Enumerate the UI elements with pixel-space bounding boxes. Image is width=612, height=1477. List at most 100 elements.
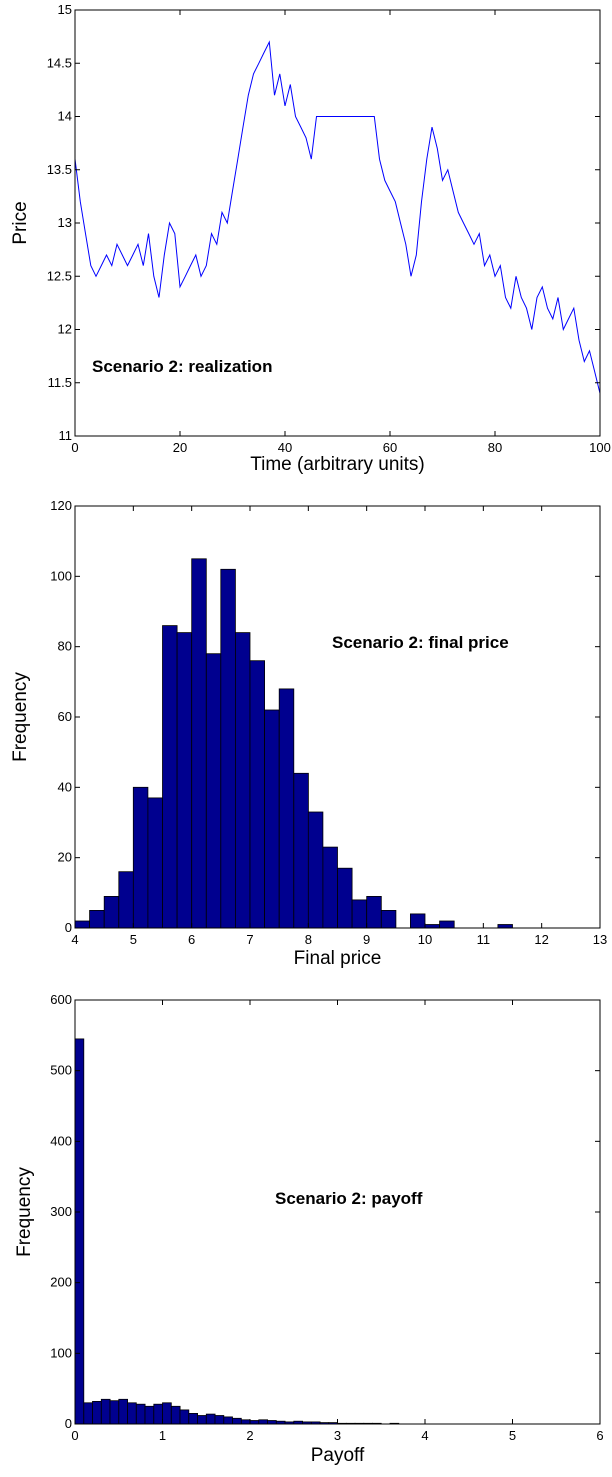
x-tick-label: 2	[246, 1428, 253, 1443]
y-tick-label: 13	[58, 215, 72, 230]
y-axis-label: Frequency	[10, 672, 31, 762]
y-tick-label: 14.5	[47, 55, 72, 70]
tick-group: 4 5 6 7 8 9 10 11 12 13 0 20 40 60 80 100 120	[50, 498, 607, 947]
bar	[240, 1419, 251, 1425]
bar	[74, 920, 91, 929]
bar	[322, 846, 338, 929]
bar	[258, 1419, 268, 1425]
bar	[109, 1400, 120, 1425]
y-tick-label: 0	[65, 1416, 72, 1431]
x-tick-label: 8	[305, 932, 312, 947]
y-tick-label: 13.5	[47, 162, 72, 177]
y-tick-label: 20	[58, 850, 72, 865]
axes-frame	[74, 999, 601, 1425]
x-tick-label: 1	[159, 1428, 166, 1443]
bar	[92, 1401, 102, 1425]
bar	[191, 558, 207, 929]
x-tick-label: 60	[383, 440, 397, 455]
bar	[100, 1398, 111, 1425]
bar	[232, 1417, 242, 1425]
plot-area	[74, 40, 601, 394]
bar	[205, 653, 222, 929]
y-tick-label: 12.5	[47, 268, 72, 283]
bar	[249, 1420, 260, 1425]
y-tick-label: 14	[58, 109, 72, 124]
bar	[424, 924, 441, 929]
chart-realization: 0 20 40 60 80 100 11 11.5 12 12.5 13 13.5 14 14.5 15 S…	[10, 2, 611, 475]
bar	[439, 920, 455, 929]
x-tick-label: 9	[363, 932, 370, 947]
x-tick-label: 3	[334, 1428, 341, 1443]
bar	[74, 1038, 85, 1425]
x-tick-label: 0	[71, 1428, 78, 1443]
chart-annotation: Scenario 2: payoff	[275, 1189, 423, 1208]
x-tick-label: 80	[488, 440, 502, 455]
bar	[162, 625, 178, 929]
y-tick-label: 300	[50, 1204, 72, 1219]
y-tick-label: 100	[50, 568, 72, 583]
x-tick-label: 5	[509, 1428, 516, 1443]
y-axis-label: Frequency	[14, 1167, 35, 1257]
bar	[278, 688, 295, 929]
bar	[118, 1398, 129, 1425]
bar	[307, 811, 324, 929]
x-tick-label: 40	[278, 440, 292, 455]
y-tick-label: 11	[59, 428, 73, 443]
bar	[497, 924, 513, 929]
bar	[197, 1415, 207, 1425]
bar	[118, 871, 134, 929]
y-tick-label: 40	[58, 779, 72, 794]
series-line	[74, 40, 601, 394]
bar	[234, 632, 251, 929]
y-tick-label: 120	[50, 498, 72, 513]
y-tick-label: 12	[58, 322, 72, 337]
y-tick-label: 500	[50, 1063, 72, 1078]
bar	[223, 1416, 233, 1425]
bar	[337, 867, 353, 929]
bar	[267, 1420, 277, 1425]
x-tick-label: 13	[593, 932, 607, 947]
bar	[176, 632, 193, 929]
bar	[249, 660, 266, 929]
bar	[103, 896, 120, 929]
chart-annotation: Scenario 2: realization	[92, 357, 272, 376]
x-tick-label: 20	[173, 440, 187, 455]
x-tick-label: 100	[589, 440, 611, 455]
tick-group: 0 20 40 60 80 100 11 11.5 12 12.5 13 13.5 14 14.5 15	[47, 2, 611, 455]
bar	[153, 1403, 164, 1425]
bar	[351, 899, 368, 929]
y-tick-label: 11.5	[48, 375, 72, 390]
bar	[89, 910, 105, 929]
x-axis-label: Time (arbitrary units)	[250, 454, 425, 475]
chart-final-price: 4 5 6 7 8 9 10 11 12 13 0 20 40 60 80 100 120 Scenario 2…	[10, 498, 607, 969]
plot-area	[74, 558, 513, 929]
chart-annotation: Scenario 2: final price	[332, 633, 509, 652]
bar	[293, 772, 309, 929]
bar	[214, 1415, 225, 1425]
y-tick-label: 60	[58, 709, 72, 724]
x-tick-label: 12	[534, 932, 548, 947]
bar	[147, 797, 163, 929]
x-tick-label: 5	[130, 932, 137, 947]
bar	[264, 709, 280, 929]
y-tick-label: 0	[65, 920, 72, 935]
y-tick-label: 200	[50, 1275, 72, 1290]
bar	[220, 568, 236, 929]
bar	[205, 1413, 216, 1425]
bar	[83, 1402, 94, 1425]
y-tick-label: 15	[58, 2, 72, 17]
y-axis-label: Price	[10, 201, 31, 244]
bar	[132, 786, 149, 929]
bar	[162, 1402, 172, 1425]
y-tick-label: 400	[50, 1133, 72, 1148]
bar	[135, 1403, 146, 1425]
bar	[144, 1405, 155, 1425]
x-tick-label: 6	[596, 1428, 603, 1443]
x-tick-label: 11	[477, 932, 491, 947]
x-tick-label: 0	[71, 440, 78, 455]
bar	[188, 1413, 199, 1425]
x-axis-label: Payoff	[311, 1445, 365, 1466]
bar	[127, 1402, 137, 1425]
y-tick-label: 600	[50, 992, 72, 1007]
